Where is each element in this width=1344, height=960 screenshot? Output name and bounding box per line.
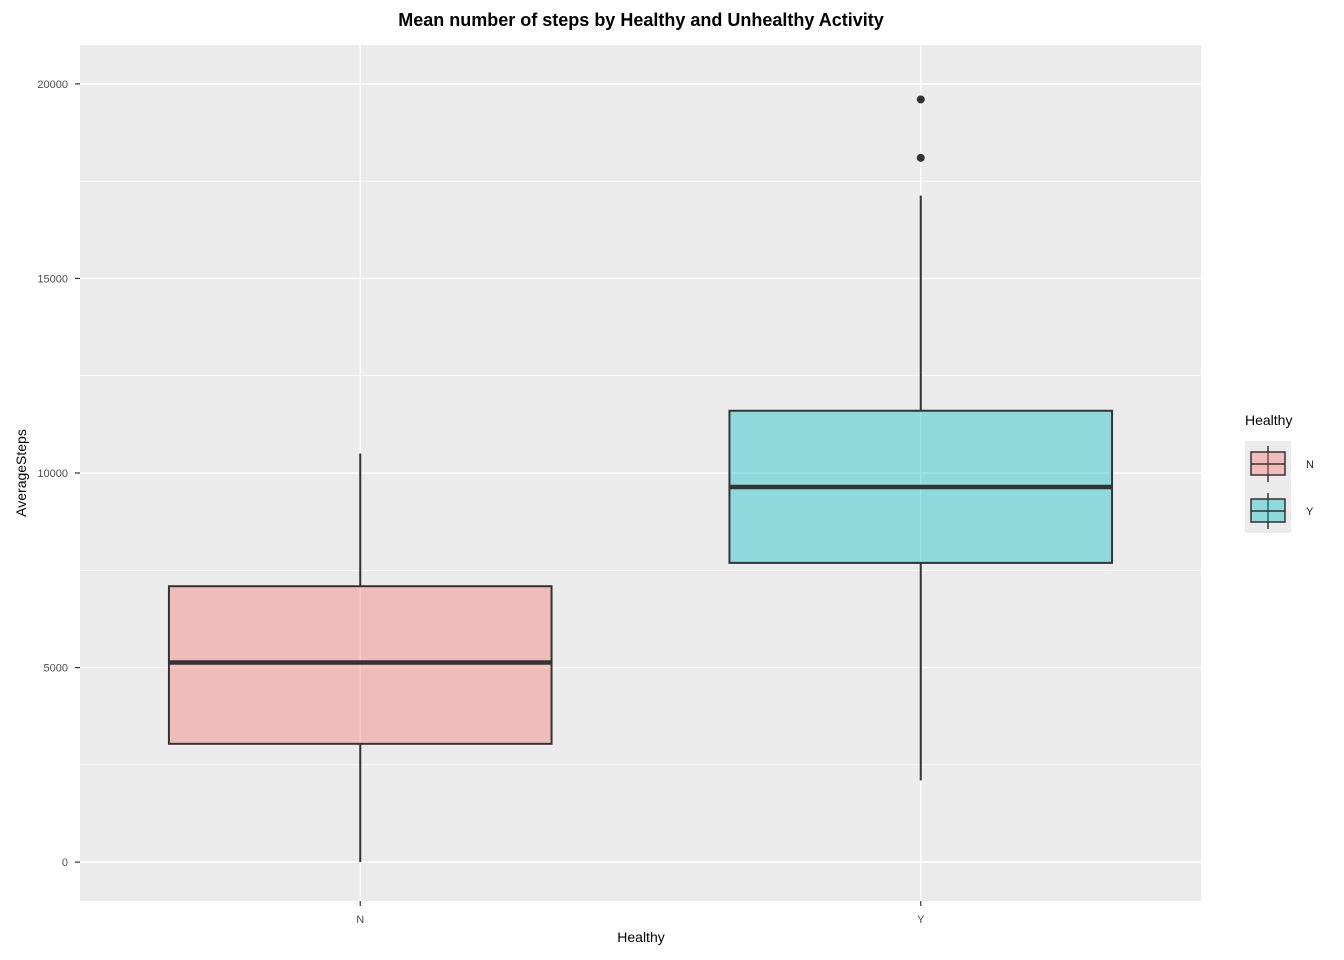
outlier-point [916,153,925,162]
legend-key-y [1250,493,1286,529]
legend-label-n: N [1306,459,1314,471]
iqr-box [167,585,553,745]
y-tick-label: 20000 [37,79,68,91]
y-axis-title: AverageSteps [13,429,29,517]
x-axis-title: Healthy [617,929,664,945]
x-tick-label: N [356,914,364,926]
box-n [167,453,553,863]
y-axis: 0 5000 10000 15000 20000 [37,79,80,869]
legend-label-y: Y [1306,506,1314,518]
chart-title: Mean number of steps by Healthy and Unhe… [398,10,883,30]
boxes [167,95,1114,863]
legend-title: Healthy [1245,412,1292,428]
x-tick-label: Y [917,914,925,926]
box-y [728,95,1114,781]
y-tick-label: 10000 [37,468,68,480]
legend: Healthy N Y [1245,412,1314,533]
outlier-point [916,95,925,104]
y-tick-label: 0 [62,857,68,869]
legend-key-n [1250,446,1286,482]
y-tick-label: 15000 [37,273,68,285]
y-tick-label: 5000 [44,663,68,675]
